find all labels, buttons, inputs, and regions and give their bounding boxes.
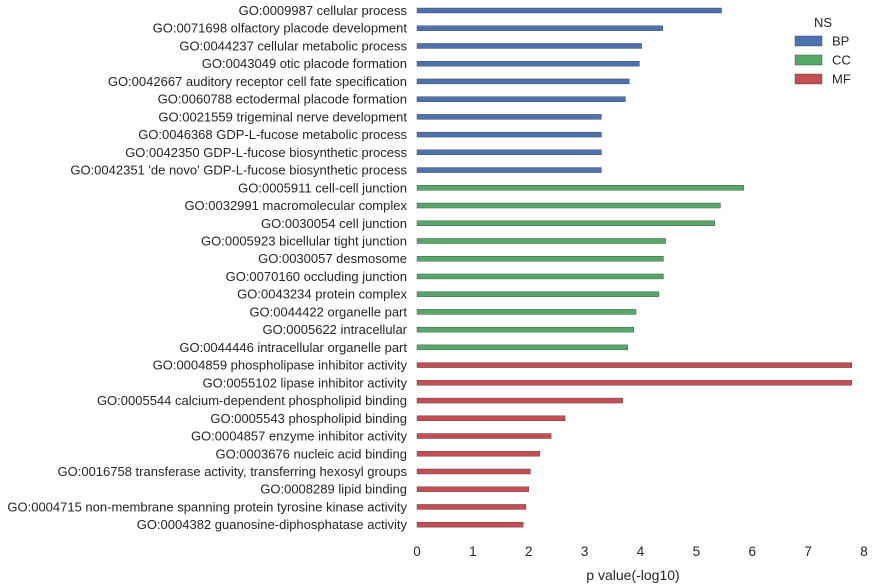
category-label: GO:0070160 occluding junction — [226, 269, 407, 284]
bar-cc — [416, 238, 666, 244]
legend-title: NS — [814, 15, 832, 30]
category-label: GO:0005911 cell-cell junction — [238, 180, 407, 195]
bar-bp — [416, 60, 640, 67]
x-tick-label: 6 — [748, 544, 756, 559]
bar-mf — [416, 362, 852, 368]
category-label: GO:0005543 phospholipid binding — [210, 411, 407, 426]
category-label: GO:0021559 trigeminal nerve development — [158, 109, 407, 124]
category-label: GO:0030054 cell junction — [261, 216, 407, 231]
bar-bp — [416, 78, 630, 85]
bar-mf — [416, 415, 566, 421]
bar-cc — [416, 202, 721, 209]
category-label: GO:0008289 lipid binding — [260, 482, 407, 497]
bar-mf — [416, 468, 531, 475]
category-label: GO:0009987 cellular process — [239, 3, 408, 18]
x-tick-label: 5 — [693, 544, 701, 559]
legend-label-bp: BP — [832, 34, 849, 49]
category-label: GO:0005544 calcium-dependent phospholipi… — [97, 393, 407, 408]
legend-label-mf: MF — [832, 72, 851, 87]
bar-bp — [416, 43, 642, 49]
category-label: GO:0043234 protein complex — [237, 287, 407, 302]
bar-mf — [416, 521, 524, 528]
category-label: GO:0071698 olfactory placode development — [153, 21, 408, 36]
category-label: GO:0055102 lipase inhibitor activity — [202, 375, 407, 390]
category-label: GO:0004859 phospholipase inhibitor activ… — [153, 358, 408, 373]
x-tick-label: 2 — [525, 544, 533, 559]
bars-layer — [416, 7, 852, 528]
x-axis-title: p value(-log10) — [586, 567, 679, 583]
bar-cc — [416, 344, 628, 351]
category-label: GO:0032991 macromolecular complex — [184, 198, 407, 213]
legend: NS BP CC MF — [794, 15, 851, 87]
category-label: GO:0044237 cellular metabolic process — [179, 38, 407, 53]
bar-bp — [416, 114, 602, 120]
category-labels: GO:0009987 cellular process GO:0071698 ol… — [7, 3, 407, 532]
bar-cc — [416, 256, 664, 262]
bar-mf — [416, 380, 852, 386]
bar-mf — [416, 504, 527, 510]
bar-mf — [416, 486, 529, 492]
legend-swatch-bp — [794, 35, 823, 47]
bar-cc — [416, 273, 664, 280]
category-label: GO:0016758 transferase activity, transfe… — [58, 464, 408, 479]
category-label: GO:0004382 guanosine-diphosphatase activ… — [137, 517, 408, 532]
bar-cc — [416, 309, 637, 315]
category-label: GO:0004715 non-membrane spanning protein… — [7, 499, 407, 514]
x-tick-label: 4 — [637, 544, 645, 559]
legend-swatch-mf — [794, 73, 823, 85]
x-tick-label: 3 — [581, 544, 589, 559]
bar-cc — [416, 291, 660, 297]
bar-bp — [416, 25, 664, 31]
category-label: GO:0044446 intracellular organelle part — [179, 340, 407, 355]
bar-mf — [416, 433, 552, 439]
x-tick-label: 0 — [413, 544, 421, 559]
category-label: GO:0046368 GDP-L-fucose metabolic proces… — [138, 127, 407, 142]
category-label: GO:0042351 'de novo' GDP-L-fucose biosyn… — [70, 163, 407, 178]
category-label: GO:0004857 enzyme inhibitor activity — [191, 429, 408, 444]
bar-cc — [416, 326, 634, 333]
bar-bp — [416, 7, 722, 14]
bar-mf — [416, 397, 623, 404]
category-label: GO:0030057 desmosome — [258, 251, 407, 266]
category-label: GO:0060788 ectodermal placode formation — [158, 92, 407, 107]
bar-bp — [416, 96, 626, 102]
x-tick-label: 7 — [804, 544, 812, 559]
bar-bp — [416, 149, 602, 156]
legend-swatch-cc — [794, 54, 823, 66]
x-axis-ticks: 0 1 2 3 4 5 6 7 8 — [413, 544, 868, 559]
category-label: GO:0044422 organelle part — [249, 304, 407, 319]
bar-bp — [416, 167, 602, 173]
x-tick-label: 1 — [469, 544, 477, 559]
bar-bp — [416, 131, 602, 138]
category-label: GO:0043049 otic placode formation — [202, 56, 407, 71]
bar-cc — [416, 220, 716, 226]
legend-label-cc: CC — [832, 53, 851, 68]
x-tick-label: 8 — [860, 544, 868, 559]
category-label: GO:0042350 GDP-L-fucose biosynthetic pro… — [125, 145, 407, 160]
bar-cc — [416, 185, 745, 191]
category-label: GO:0042667 auditory receptor cell fate s… — [108, 74, 407, 89]
category-label: GO:0005622 intracellular — [262, 322, 407, 337]
category-label: GO:0005923 bicellular tight junction — [201, 233, 407, 248]
bar-mf — [416, 451, 541, 457]
category-label: GO:0003676 nucleic acid binding — [215, 446, 407, 461]
